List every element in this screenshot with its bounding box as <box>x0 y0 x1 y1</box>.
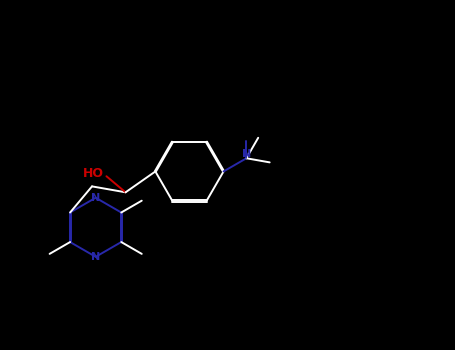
Text: N: N <box>91 252 100 262</box>
Text: HO: HO <box>83 167 104 180</box>
Text: N: N <box>242 149 251 159</box>
Text: N: N <box>91 193 100 203</box>
